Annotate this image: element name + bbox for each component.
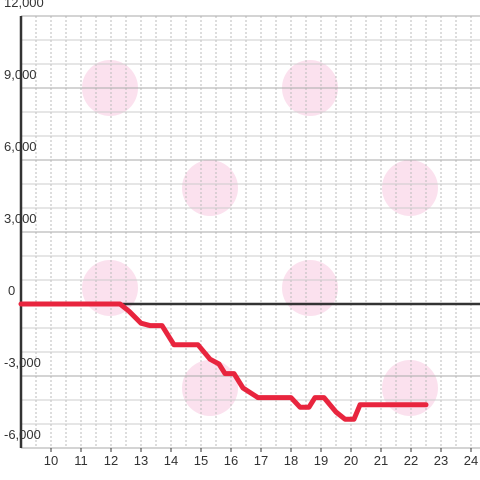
y-tick-label: 12,000 <box>4 0 44 10</box>
series-line <box>18 301 429 422</box>
y-tick-label: -6,000 <box>4 427 41 442</box>
y-tick-label: -3,000 <box>4 355 41 370</box>
x-tick-label: 19 <box>314 453 328 468</box>
x-tick-label: 20 <box>344 453 358 468</box>
x-tick-label: 21 <box>374 453 388 468</box>
watermark <box>82 260 138 316</box>
x-tick-label: 23 <box>434 453 448 468</box>
x-tick-label: 24 <box>464 453 478 468</box>
watermark <box>382 360 438 416</box>
x-tick-label: 12 <box>104 453 118 468</box>
watermarks <box>82 60 438 416</box>
x-tick-label: 10 <box>44 453 58 468</box>
x-tick-label: 15 <box>194 453 208 468</box>
x-tick-label: 17 <box>254 453 268 468</box>
x-tick-label: 16 <box>224 453 238 468</box>
y-tick-label: 0 <box>8 283 15 298</box>
x-tick-label: 14 <box>164 453 178 468</box>
x-tick-label: 18 <box>284 453 298 468</box>
x-tick-label: 13 <box>134 453 148 468</box>
watermark <box>282 260 338 316</box>
watermark <box>182 160 238 216</box>
x-tick-label: 11 <box>74 453 88 468</box>
x-tick-label: 22 <box>404 453 418 468</box>
watermark <box>182 360 238 416</box>
